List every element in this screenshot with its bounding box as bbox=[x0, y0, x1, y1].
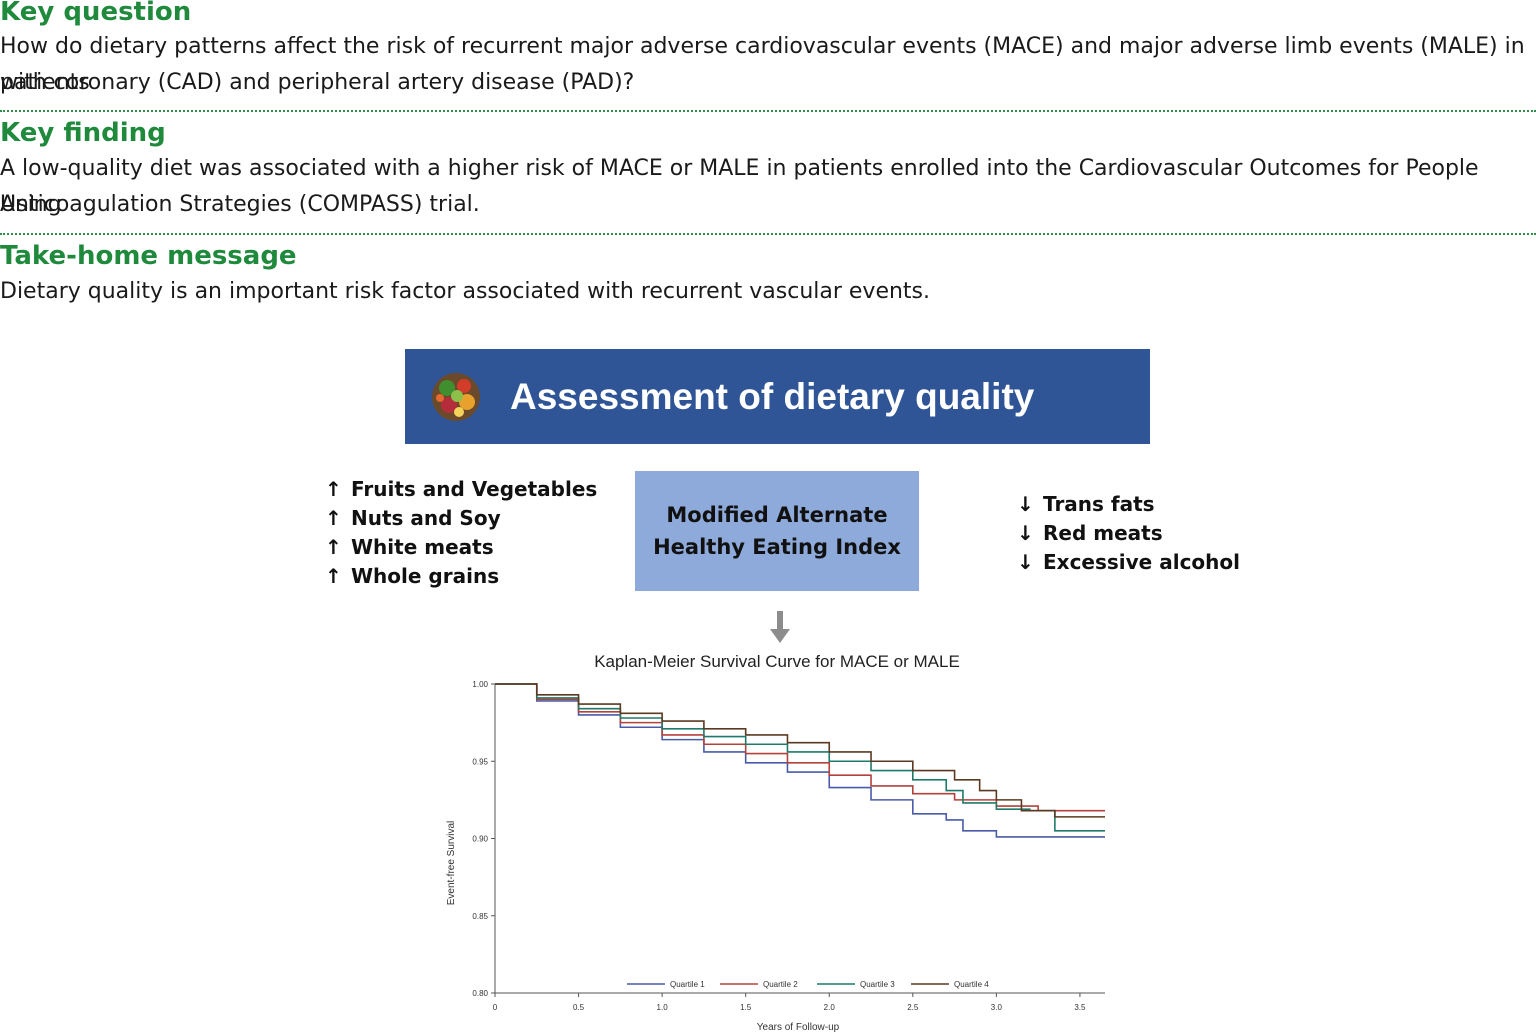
x-tick-label: 2.0 bbox=[824, 1003, 836, 1012]
chart-legend: Quartile 1 Quartile 2 Quartile 3 Quartile 4 bbox=[627, 980, 989, 989]
x-tick-label: 3.5 bbox=[1074, 1003, 1086, 1012]
key-question-line-2: with coronary (CAD) and peripheral arter… bbox=[0, 70, 635, 95]
down-arrow-icon: ↓ bbox=[1017, 550, 1034, 574]
x-tick-label: 2.5 bbox=[907, 1003, 919, 1012]
x-tick-label: 0.5 bbox=[573, 1003, 585, 1012]
index-box-line-2: Healthy Eating Index bbox=[653, 535, 901, 559]
legend-label: Quartile 1 bbox=[670, 980, 705, 989]
up-arrow-icon: ↑ bbox=[325, 564, 342, 588]
down-arrow-icon: ↓ bbox=[1017, 521, 1034, 545]
survival-curves bbox=[495, 683, 1105, 838]
kaplan-meier-chart: Kaplan-Meier Survival Curve for MACE or … bbox=[446, 652, 1105, 1033]
mahei-index-box: Modified Alternate Healthy Eating Index bbox=[635, 471, 919, 591]
x-tick-label: 1.5 bbox=[740, 1003, 752, 1012]
take-home-heading: Take-home message bbox=[0, 241, 297, 271]
chart-title: Kaplan-Meier Survival Curve for MACE or … bbox=[594, 652, 960, 671]
x-tick-label: 0 bbox=[493, 1003, 498, 1012]
increase-item: ↑ Whole grains bbox=[325, 562, 597, 591]
survival-curve-quartile-2 bbox=[495, 683, 1105, 812]
decrease-item: ↓ Excessive alcohol bbox=[1017, 548, 1240, 577]
x-tick-label: 3.0 bbox=[991, 1003, 1003, 1012]
legend-label: Quartile 2 bbox=[763, 980, 798, 989]
y-tick-label: 0.80 bbox=[472, 989, 488, 998]
survival-curve-quartile-1 bbox=[495, 683, 1105, 838]
key-question-heading: Key question bbox=[0, 0, 192, 27]
section-divider bbox=[0, 233, 1536, 235]
increase-food-list: ↑ Fruits and Vegetables ↑ Nuts and Soy ↑ Wh… bbox=[325, 475, 597, 591]
banner-title: Assessment of dietary quality bbox=[510, 376, 1035, 417]
chart-axes: 0.80 0.85 0.90 0.95 1.00 0 0.5 1.0 1.5 2.0 2.5 3.0 3… bbox=[472, 680, 1105, 1012]
increase-item: ↑ Fruits and Vegetables bbox=[325, 475, 597, 504]
decrease-item: ↓ Red meats bbox=[1017, 519, 1240, 548]
survival-curve-quartile-3 bbox=[495, 683, 1105, 832]
y-tick-label: 0.95 bbox=[472, 757, 488, 766]
key-finding-line-2: Anticoagulation Strategies (COMPASS) tri… bbox=[0, 192, 480, 217]
survival-curve-quartile-4 bbox=[495, 683, 1105, 818]
key-question-line-1: How do dietary patterns affect the risk … bbox=[0, 34, 1525, 95]
legend-label: Quartile 3 bbox=[860, 980, 895, 989]
decrease-item: ↓ Trans fats bbox=[1017, 490, 1240, 519]
section-divider bbox=[0, 110, 1536, 112]
dietary-quality-banner: Assessment of dietary quality bbox=[405, 349, 1150, 444]
increase-item: ↑ Nuts and Soy bbox=[325, 504, 597, 533]
index-box-line-1: Modified Alternate bbox=[666, 503, 888, 527]
x-tick-label: 1.0 bbox=[657, 1003, 669, 1012]
increase-item: ↑ White meats bbox=[325, 533, 597, 562]
y-tick-label: 1.00 bbox=[472, 680, 488, 689]
vegetables-bowl-icon bbox=[432, 373, 480, 421]
y-tick-label: 0.90 bbox=[472, 835, 488, 844]
legend-label: Quartile 4 bbox=[954, 980, 989, 989]
x-axis-label: Years of Follow-up bbox=[757, 1022, 840, 1033]
y-tick-label: 0.85 bbox=[472, 912, 488, 921]
down-arrow-icon: ↓ bbox=[1017, 492, 1034, 516]
up-arrow-icon: ↑ bbox=[325, 477, 342, 501]
flow-down-arrow-icon bbox=[770, 611, 790, 643]
key-finding-heading: Key finding bbox=[0, 118, 166, 148]
up-arrow-icon: ↑ bbox=[325, 506, 342, 530]
up-arrow-icon: ↑ bbox=[325, 535, 342, 559]
decrease-food-list: ↓ Trans fats ↓ Red meats ↓ Excessive alcoho… bbox=[1017, 490, 1240, 577]
y-axis-label: Event-free Survival bbox=[446, 821, 457, 905]
key-finding-line-1: A low-quality diet was associated with a… bbox=[0, 156, 1479, 217]
take-home-line-1: Dietary quality is an important risk fac… bbox=[0, 279, 931, 304]
